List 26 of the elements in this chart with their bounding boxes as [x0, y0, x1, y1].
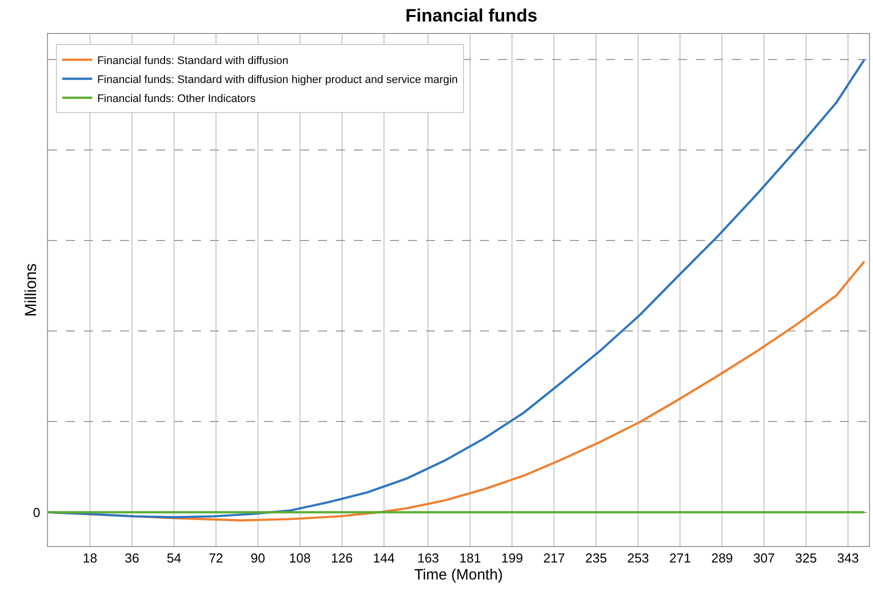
x-tick-label: 18 [82, 550, 98, 566]
x-tick-label: 217 [543, 550, 565, 566]
x-tick-label: 72 [208, 550, 224, 566]
x-tick-label: 271 [669, 550, 691, 566]
legend-label: Financial funds: Standard with diffusion higher product and service margin [97, 74, 458, 86]
x-tick-label: 144 [373, 550, 395, 566]
x-tick-label: 343 [837, 550, 859, 566]
x-tick-label: 325 [795, 550, 817, 566]
x-tick-label: 253 [627, 550, 649, 566]
x-tick-label: 199 [501, 550, 523, 566]
x-tick-label: 307 [753, 550, 775, 566]
legend-label: Financial funds: Standard with diffusion [97, 55, 288, 68]
y-axis-title: Millions [22, 263, 40, 317]
chart-title: Financial funds [405, 6, 538, 26]
x-tick-label: 36 [124, 550, 140, 566]
x-tick-label: 90 [250, 550, 266, 566]
x-tick-label: 235 [585, 550, 607, 566]
legend-label: Financial funds: Other Indicators [97, 93, 256, 106]
x-tick-label: 54 [166, 550, 182, 566]
x-tick-label: 108 [289, 550, 311, 566]
x-axis-title: Time (Month) [414, 566, 503, 584]
text: 0 [33, 505, 40, 520]
x-tick-label: 181 [459, 550, 482, 566]
x-tick-label: 289 [711, 550, 733, 566]
x-tick-label: 163 [417, 550, 440, 566]
x-tick-label: 126 [331, 550, 353, 566]
